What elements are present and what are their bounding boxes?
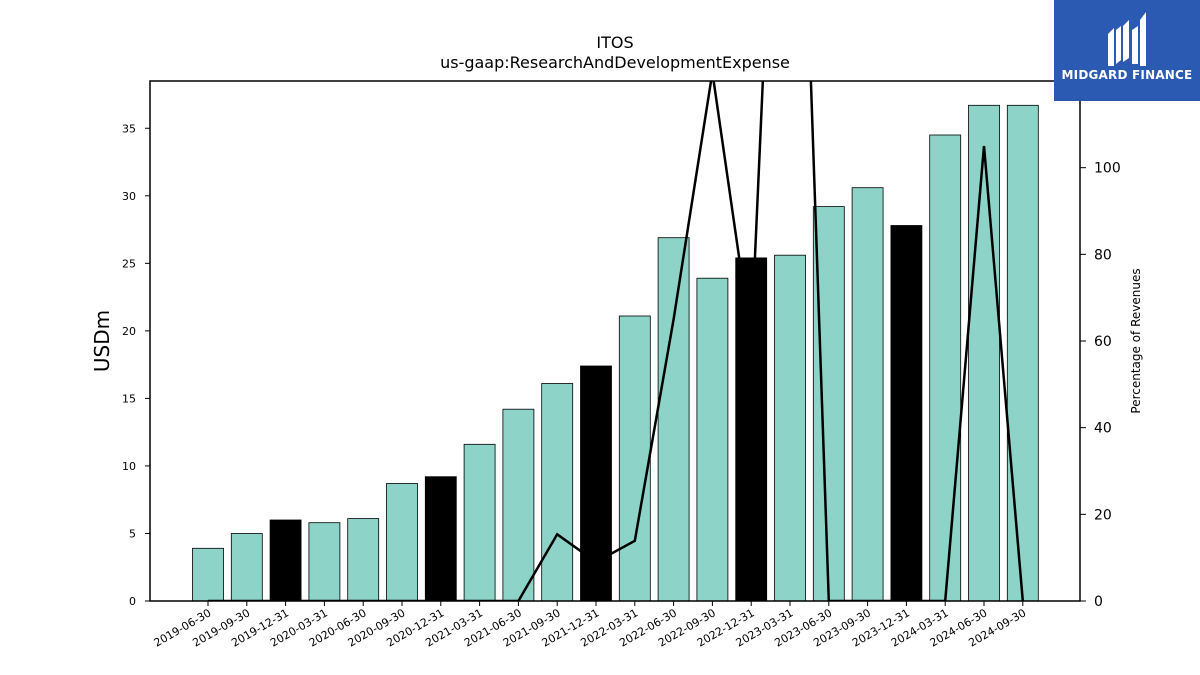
- y-tick-label-right: 0: [1094, 594, 1103, 610]
- brand-logo: MIDGARD FINANCE: [1054, 0, 1200, 101]
- chart-title: ITOS: [596, 33, 633, 52]
- y-tick-label-right: 60: [1094, 334, 1112, 350]
- bar-2020-06-30: [347, 518, 380, 602]
- line-group: [208, 81, 1025, 601]
- x-axis: 2019-06-302019-09-302019-12-312020-03-31…: [152, 601, 1028, 650]
- y-tick-label-left: 0: [129, 595, 136, 608]
- series-line-0: [208, 81, 1025, 601]
- y-tick-label-left: 30: [122, 190, 136, 203]
- bar-2024-06-30: [968, 104, 1000, 602]
- y-axis-right: 0 20 40 60 80 100: [1080, 161, 1121, 610]
- y-tick-label-right: 20: [1094, 507, 1112, 523]
- bar-2022-03-31: [618, 315, 651, 602]
- bars-group: [192, 104, 1039, 602]
- bar-2024-03-31: [929, 134, 962, 602]
- y-axis-label-right: Percentage of Revenues: [1129, 268, 1143, 413]
- y-axis-left: 0 5 10 15 20 25 30 35: [122, 122, 150, 608]
- bar-2020-09-30: [386, 483, 418, 602]
- y-tick-label-right: 100: [1094, 161, 1121, 177]
- y-tick-label-left: 5: [129, 527, 136, 540]
- bar-2019-09-30: [230, 533, 263, 602]
- bar-2019-12-31: [269, 519, 302, 602]
- y-tick-label-left: 15: [122, 392, 136, 405]
- bar-2023-03-31: [774, 254, 806, 602]
- bar-2022-06-30: [657, 237, 690, 602]
- bar-2020-12-31: [424, 476, 457, 602]
- y-tick-label-right: 40: [1094, 421, 1112, 437]
- bar-2022-12-31: [735, 257, 768, 602]
- bar-2021-12-31: [580, 365, 612, 602]
- y-tick-label-left: 35: [122, 122, 136, 135]
- bar-2019-06-30: [192, 547, 224, 602]
- bar-2021-09-30: [541, 383, 574, 602]
- logo-mark-icon: [1108, 12, 1146, 66]
- bar-2023-09-30: [851, 187, 884, 602]
- bar-2024-09-30: [1006, 104, 1039, 602]
- bar-2022-09-30: [696, 277, 729, 602]
- y-tick-label-left: 20: [122, 325, 136, 338]
- brand-name: MIDGARD FINANCE: [1061, 68, 1193, 82]
- bar-2020-03-31: [308, 522, 341, 602]
- y-axis-label-left: USDm: [90, 310, 114, 372]
- bar-2023-12-31: [890, 225, 923, 602]
- bar-2021-06-30: [502, 408, 535, 602]
- y-tick-label-left: 25: [122, 257, 136, 270]
- bar-2021-03-31: [463, 443, 496, 602]
- y-tick-label-right: 80: [1094, 247, 1112, 263]
- y-tick-label-left: 10: [122, 460, 136, 473]
- chart-subtitle: us-gaap:ResearchAndDevelopmentExpense: [440, 53, 790, 72]
